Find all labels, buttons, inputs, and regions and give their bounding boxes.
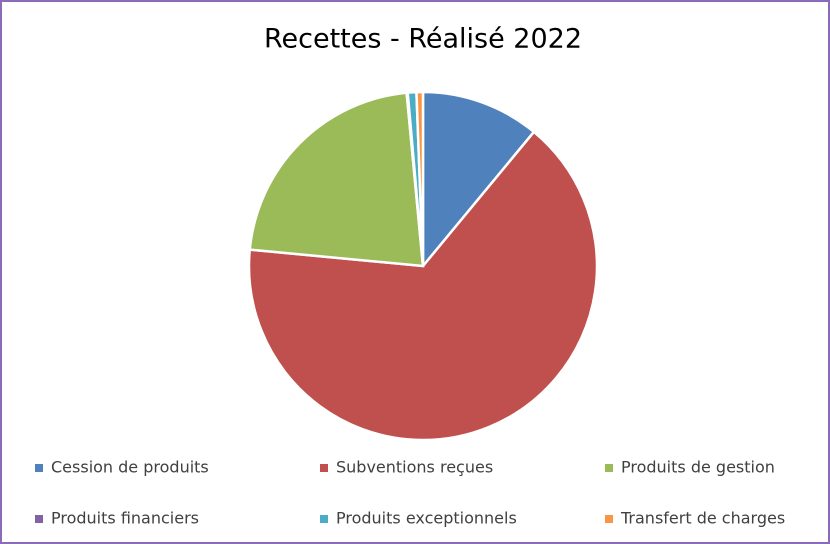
legend-label: Produits exceptionnels <box>336 509 517 528</box>
pie-slice <box>421 90 536 270</box>
legend-label: Subventions reçues <box>336 458 493 477</box>
legend-swatch <box>320 464 328 472</box>
legend-swatch <box>605 464 613 472</box>
pie-slice <box>415 90 425 267</box>
pie-slice <box>248 91 425 268</box>
legend-swatch <box>35 464 43 472</box>
pie-slice <box>247 130 599 442</box>
legend-label: Produits de gestion <box>621 458 775 477</box>
legend-label: Produits financiers <box>51 509 199 528</box>
legend-swatch <box>320 515 328 523</box>
legend-swatch <box>35 515 43 523</box>
legend-label: Transfert de charges <box>620 509 785 528</box>
chart-title: Recettes - Réalisé 2022 <box>264 24 582 55</box>
legend-label: Cession de produits <box>51 458 209 477</box>
legend-swatch <box>605 515 613 523</box>
